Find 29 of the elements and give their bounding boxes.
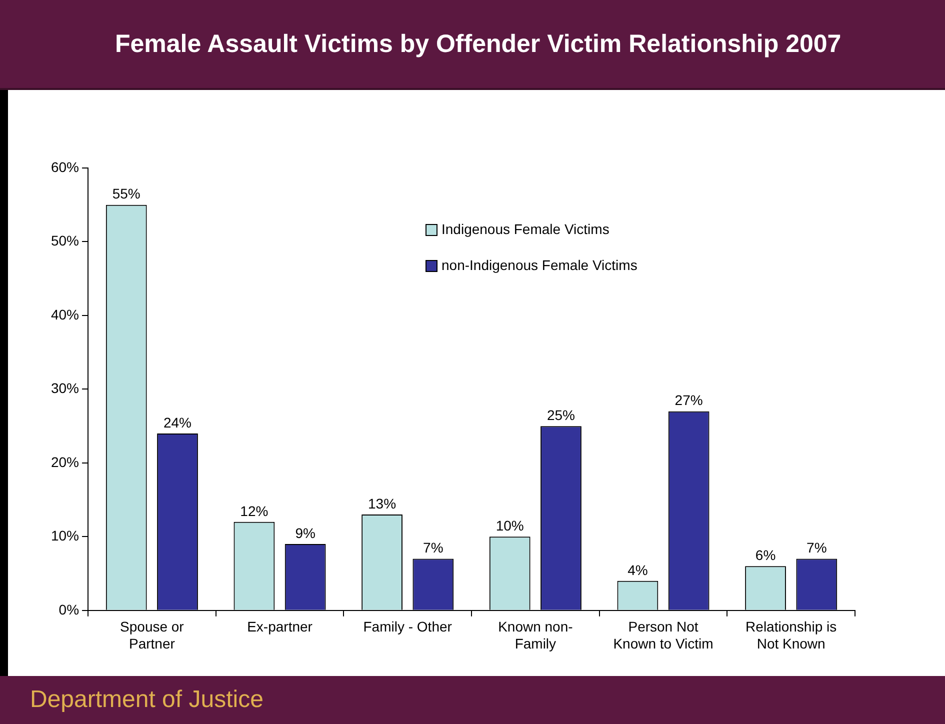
- x-tick-label: Family - Other: [363, 618, 452, 635]
- x-tick-label: Relationship is Not Known: [746, 618, 837, 652]
- chart-title: Female Assault Victims by Offender Victim Relationship 2007: [114, 28, 842, 60]
- y-tick-label: 10%: [50, 528, 80, 544]
- x-tick-label: Person Not Known to Victim: [613, 618, 714, 652]
- data-label: 9%: [295, 524, 316, 541]
- y-tick-label: 40%: [50, 306, 80, 322]
- data-label: 6%: [755, 547, 776, 564]
- data-label: 10%: [496, 518, 524, 534]
- x-tick-label: Spouse or Partner: [120, 618, 184, 652]
- data-label: 13%: [368, 495, 396, 512]
- x-tick-label: Ex-partner: [247, 618, 313, 635]
- data-label: 7%: [806, 540, 827, 556]
- data-label: 27%: [674, 392, 703, 408]
- legend-label: Indigenous Female Victims: [441, 220, 610, 237]
- y-tick-label: 0%: [58, 601, 80, 618]
- data-label: 25%: [546, 406, 576, 423]
- data-label: 4%: [628, 562, 648, 578]
- y-tick-label: 20%: [50, 454, 80, 470]
- y-tick-label: 60%: [50, 158, 80, 175]
- text: Department of Justice: [30, 686, 264, 714]
- data-label: 55%: [112, 186, 140, 202]
- y-tick-label: 50%: [50, 232, 80, 249]
- data-label: 24%: [163, 414, 192, 430]
- x-tick-label: Known non-Family: [498, 618, 574, 652]
- data-label: 7%: [423, 540, 444, 556]
- y-tick-label: 30%: [50, 380, 80, 396]
- legend-label: non-Indigenous Female Victims: [441, 256, 638, 273]
- data-label: 12%: [240, 502, 268, 519]
